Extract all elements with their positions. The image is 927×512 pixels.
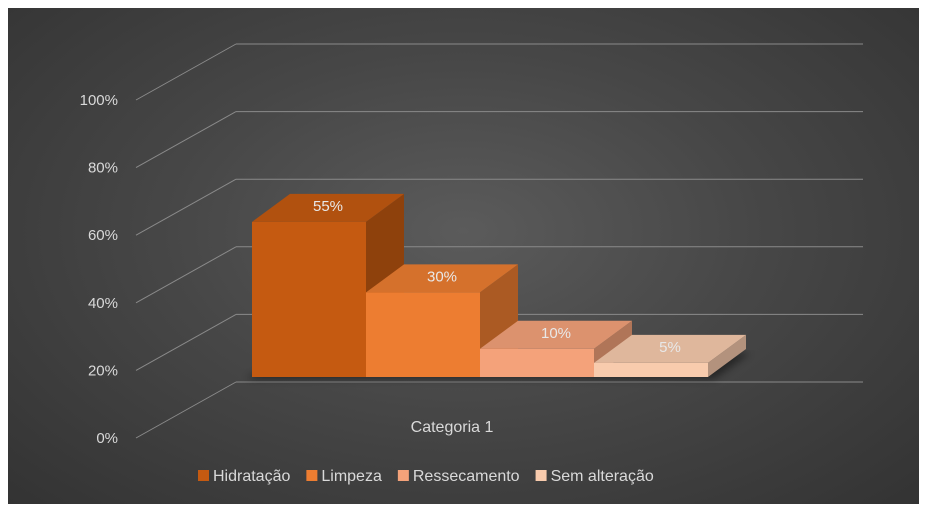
bar-side bbox=[708, 334, 746, 377]
gridline-side bbox=[135, 111, 237, 169]
bar-front bbox=[594, 362, 708, 377]
legend-label: Hidratação bbox=[213, 468, 290, 485]
y-tick-label: 0% bbox=[96, 430, 118, 447]
data-label: 55% bbox=[313, 198, 343, 215]
chart-area: 0% 20% 40% 60% 80% 100% 55% 30% 10% 5% Categoria… bbox=[8, 8, 919, 504]
bar-chart-3d: 0% 20% 40% 60% 80% 100% 55% 30% 10% 5% Categoria… bbox=[80, 43, 863, 485]
category-label: Categoria 1 bbox=[411, 419, 494, 436]
legend-item: Limpeza bbox=[306, 468, 382, 485]
bar-front bbox=[480, 348, 594, 377]
legend-item: Hidratação bbox=[198, 468, 290, 485]
y-tick-label: 60% bbox=[88, 227, 118, 244]
bar-top bbox=[366, 264, 518, 293]
legend-swatch bbox=[198, 470, 209, 481]
bar-top bbox=[594, 334, 746, 363]
y-tick-label: 40% bbox=[88, 295, 118, 312]
bar-front bbox=[366, 292, 480, 377]
gridline-side bbox=[135, 381, 237, 439]
bars bbox=[252, 193, 746, 377]
legend-swatch bbox=[306, 470, 318, 481]
legend-label: Sem alteração bbox=[551, 468, 654, 485]
gridline-side bbox=[135, 246, 237, 304]
gridline-side bbox=[135, 313, 237, 371]
data-label: 5% bbox=[659, 339, 681, 356]
legend-item: Ressecamento bbox=[397, 468, 520, 485]
y-axis: 0% 20% 40% 60% 80% 100% bbox=[80, 92, 118, 447]
bar-sem-altera-o bbox=[594, 334, 746, 377]
y-tick-label: 20% bbox=[88, 362, 118, 379]
data-label: 10% bbox=[541, 325, 571, 342]
legend: Hidratação Limpeza Ressecamento Sem alteraç… bbox=[198, 468, 654, 485]
bar-top bbox=[252, 193, 404, 222]
gridline-side bbox=[135, 178, 237, 236]
bar-front bbox=[252, 221, 366, 377]
legend-label: Ressecamento bbox=[413, 468, 520, 485]
data-label: 30% bbox=[427, 268, 457, 285]
legend-swatch bbox=[397, 470, 409, 481]
legend-label: Limpeza bbox=[321, 468, 382, 485]
gridline-side bbox=[135, 43, 237, 101]
legend-item: Sem alteração bbox=[535, 468, 654, 485]
y-tick-label: 100% bbox=[80, 92, 118, 109]
y-tick-label: 80% bbox=[88, 160, 118, 177]
data-labels: 55% 30% 10% 5% bbox=[313, 198, 681, 356]
bar-top bbox=[480, 320, 632, 349]
x-axis: Categoria 1 bbox=[411, 419, 494, 436]
legend-swatch bbox=[535, 470, 547, 481]
